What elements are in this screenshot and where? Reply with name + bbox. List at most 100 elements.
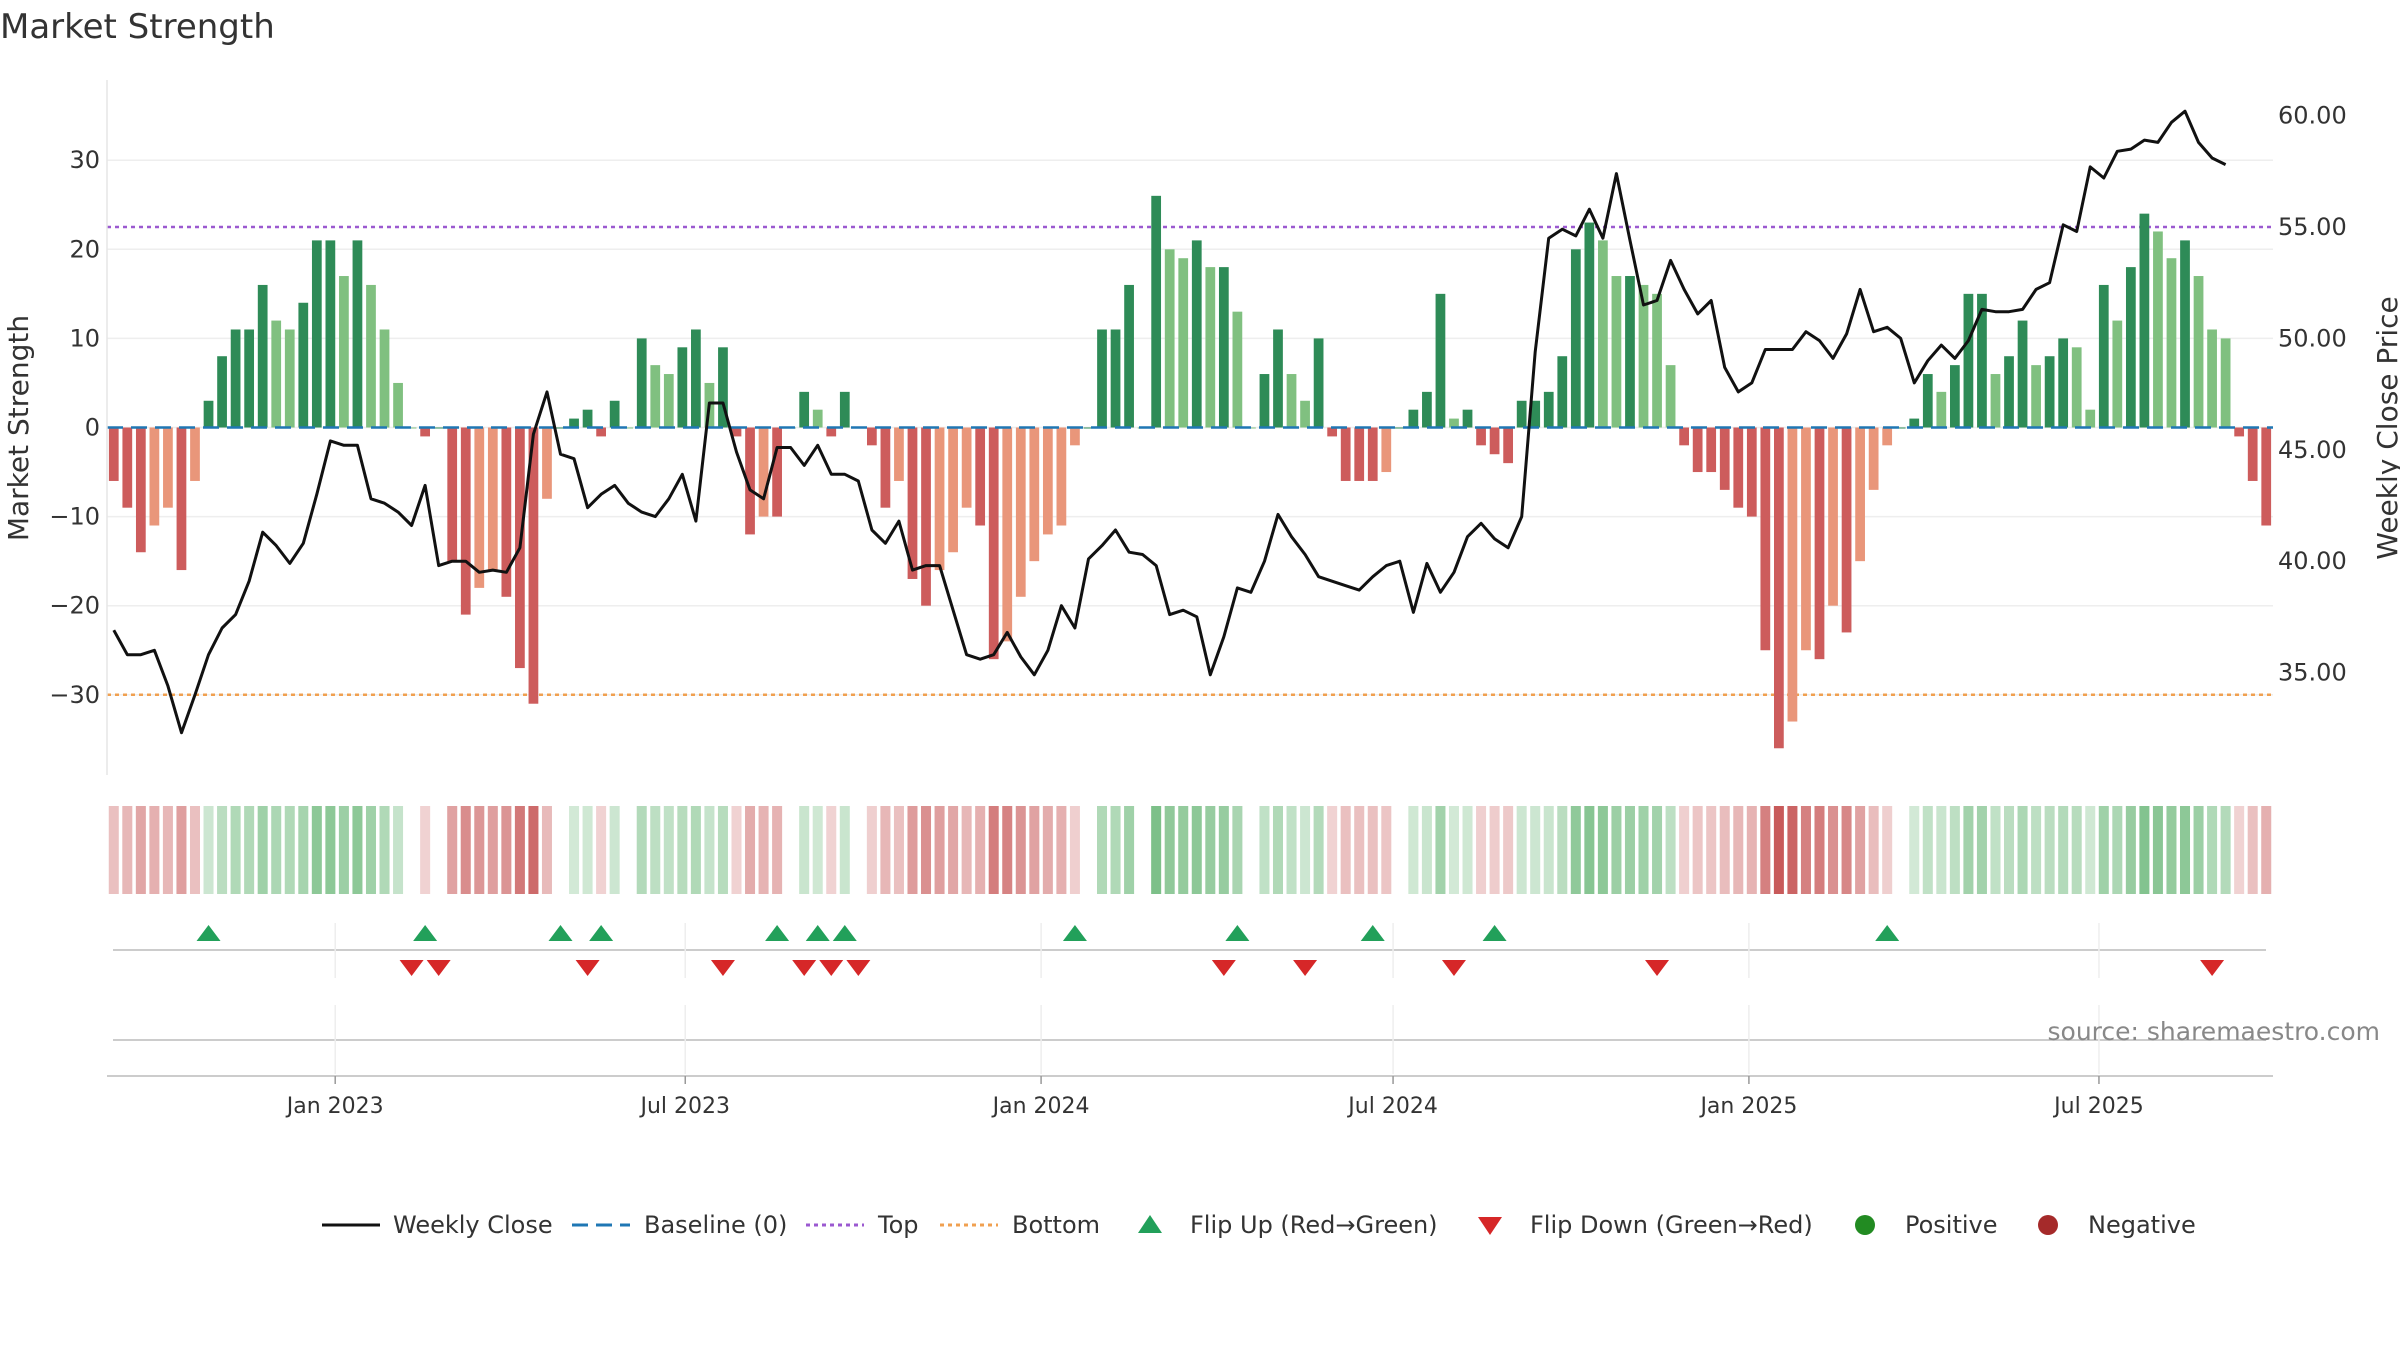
strength-bar bbox=[921, 427, 931, 606]
strength-bar bbox=[731, 427, 742, 437]
strength-bar bbox=[1489, 427, 1500, 455]
left-axis-tick-labels: 30 20 10 0 −10 −20 −30 bbox=[49, 146, 100, 709]
x-tick-label: Jan 2025 bbox=[1698, 1094, 1797, 1119]
heat-cell bbox=[1124, 806, 1135, 894]
strength-bar bbox=[1841, 427, 1852, 633]
heat-cell bbox=[1313, 806, 1324, 894]
strength-bar bbox=[1367, 427, 1378, 481]
strength-bar bbox=[1584, 222, 1595, 428]
strength-bar bbox=[2193, 276, 2204, 428]
heat-cell bbox=[2112, 806, 2123, 894]
strength-bar bbox=[2125, 267, 2136, 428]
heat-cell bbox=[731, 806, 742, 894]
strength-bar bbox=[244, 329, 255, 428]
legend-flip-up-label: Flip Up (Red→Green) bbox=[1190, 1211, 1438, 1239]
heat-cell bbox=[934, 806, 945, 894]
strength-bar bbox=[1110, 329, 1121, 428]
heat-cell bbox=[1746, 806, 1757, 894]
heat-cell bbox=[1381, 806, 1392, 894]
heat-cell bbox=[514, 806, 525, 894]
strength-bar bbox=[1273, 329, 1283, 428]
strength-bar bbox=[379, 329, 390, 428]
flip-down-marker bbox=[1645, 960, 1670, 976]
strength-bar bbox=[1232, 311, 1243, 428]
strength-bar bbox=[1435, 293, 1446, 428]
strength-bar bbox=[406, 427, 417, 429]
flip-up-marker bbox=[589, 925, 614, 941]
heat-cell bbox=[298, 806, 309, 894]
heat-cell bbox=[2031, 806, 2042, 894]
strength-bar bbox=[1882, 427, 1893, 446]
heat-cell bbox=[1462, 806, 1473, 894]
heat-cell bbox=[176, 806, 187, 894]
strength-bar bbox=[1990, 374, 2001, 428]
heat-cell bbox=[2261, 806, 2272, 894]
heat-cell bbox=[636, 806, 647, 894]
strength-bar bbox=[1557, 356, 1568, 428]
flip-up-marker bbox=[805, 925, 830, 941]
right-tick-label: 45.00 bbox=[2278, 436, 2347, 464]
strength-bar bbox=[2153, 231, 2163, 428]
strength-bar bbox=[799, 391, 810, 428]
strength-bar bbox=[569, 418, 579, 428]
heat-cell bbox=[1706, 806, 1717, 894]
strength-bar bbox=[1002, 427, 1013, 642]
flip-down-marker bbox=[1211, 960, 1236, 976]
strength-bar bbox=[812, 409, 823, 428]
strength-bar bbox=[1151, 195, 1162, 428]
heat-cell bbox=[1448, 806, 1459, 894]
heat-cell bbox=[447, 806, 458, 894]
strength-bar bbox=[1543, 391, 1554, 428]
strength-bar bbox=[1895, 427, 1906, 429]
strength-bar bbox=[961, 427, 972, 508]
legend-bottom-label: Bottom bbox=[1012, 1211, 1100, 1239]
heat-cell bbox=[1800, 806, 1811, 894]
heat-cell bbox=[257, 806, 268, 894]
heat-cell bbox=[1218, 806, 1229, 894]
heat-cell bbox=[853, 806, 863, 894]
heat-cell bbox=[1096, 806, 1108, 894]
strength-bars bbox=[108, 195, 2272, 749]
heat-cell bbox=[2207, 806, 2218, 894]
x-axis-ticks: Jan 2023 Jul 2023 Jan 2024 Jul 2024 Jan 2025… bbox=[285, 1076, 2144, 1119]
heat-cell bbox=[704, 806, 715, 894]
strength-bar bbox=[1164, 249, 1175, 428]
strength-bar bbox=[1408, 409, 1419, 428]
strength-bar bbox=[826, 427, 837, 437]
flip-down-marker bbox=[399, 960, 424, 976]
strength-bar bbox=[1625, 276, 1635, 428]
strength-bar bbox=[1868, 427, 1879, 490]
strength-bar bbox=[217, 356, 227, 428]
right-tick-label: 40.00 bbox=[2278, 547, 2347, 575]
heat-cell bbox=[582, 806, 593, 894]
heat-cell bbox=[1164, 806, 1175, 894]
strength-bar bbox=[1922, 374, 1933, 428]
heat-cell bbox=[1828, 806, 1839, 894]
flip-up-marker bbox=[548, 925, 573, 941]
heat-cell bbox=[772, 806, 783, 894]
heat-cell bbox=[1584, 806, 1595, 894]
heat-cell bbox=[1896, 806, 1906, 894]
heat-cell bbox=[1286, 806, 1297, 894]
legend-negative-label: Negative bbox=[2088, 1211, 2196, 1239]
strength-bar bbox=[2058, 338, 2069, 428]
strength-bar bbox=[325, 240, 336, 428]
heat-cell bbox=[826, 806, 837, 894]
flip-down-marker bbox=[792, 960, 817, 976]
heat-cell bbox=[1936, 806, 1947, 894]
flip-up-marker bbox=[1875, 925, 1900, 941]
heat-cell bbox=[434, 806, 444, 894]
heat-cell bbox=[1083, 806, 1093, 894]
reference-lines bbox=[107, 225, 2273, 697]
strength-bar bbox=[1124, 284, 1134, 428]
heat-cell bbox=[501, 806, 512, 894]
x-tick-label: Jan 2024 bbox=[991, 1094, 1090, 1119]
heat-cell bbox=[988, 806, 999, 894]
heat-cell bbox=[663, 806, 674, 894]
strength-bar bbox=[1774, 427, 1784, 749]
x-tick-label: Jan 2023 bbox=[285, 1094, 384, 1119]
heat-cell bbox=[880, 806, 891, 894]
heat-cell bbox=[1232, 806, 1243, 894]
heat-cell bbox=[528, 806, 539, 894]
flip-up-marker bbox=[1482, 925, 1507, 941]
